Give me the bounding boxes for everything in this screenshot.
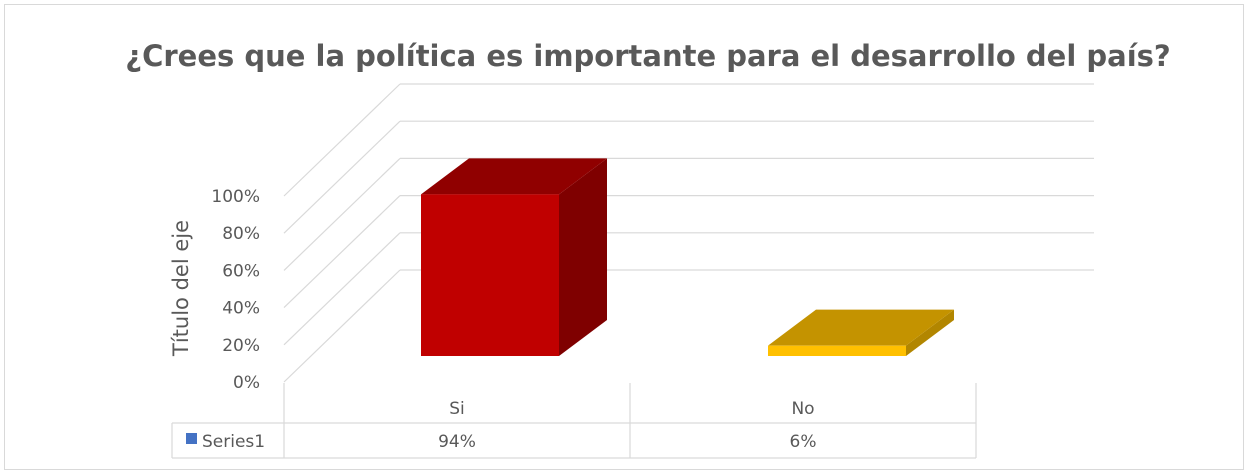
grid-layer [283, 83, 1094, 383]
y-axis-label: Título del eje [169, 220, 193, 357]
bar-front-0 [421, 194, 559, 356]
legend-series-name: Series1 [202, 432, 265, 452]
gridline-side-5 [283, 83, 401, 197]
gridline-side-2 [283, 195, 401, 309]
table-value-0: 94% [438, 432, 476, 452]
legend-key-swatch [186, 433, 197, 444]
bar-top-0 [421, 158, 607, 195]
gridline-side-0 [283, 269, 401, 383]
bar-side-0 [559, 158, 607, 356]
table-value-1: 6% [790, 432, 817, 452]
x-tick-label-0: Si [449, 399, 465, 419]
y-tick-label-4: 80% [222, 224, 260, 244]
y-tick-label-3: 60% [222, 261, 260, 281]
chart-frame [4, 4, 1244, 470]
bar-front-1 [768, 345, 906, 356]
data-table: Si 94% No 6% Series1 [171, 383, 977, 459]
gridline-side-4 [283, 120, 401, 234]
x-tick-label-1: No [791, 399, 814, 419]
chart-title: ¿Crees que la política es importante par… [125, 39, 1170, 73]
y-tick-label-0: 0% [233, 373, 260, 393]
bars-layer [421, 158, 954, 356]
bar-top-1 [768, 309, 954, 346]
y-tick-layer: 0% 20% 40% 60% 80% 100% [211, 187, 260, 393]
y-tick-label-1: 20% [222, 336, 260, 356]
gridline-side-1 [283, 232, 401, 346]
gridline-side-3 [283, 157, 401, 271]
y-tick-label-5: 100% [211, 187, 260, 207]
bar-si [421, 158, 607, 356]
y-tick-label-2: 40% [222, 299, 260, 319]
bar-no [768, 309, 954, 356]
bar-side-1 [906, 309, 954, 356]
